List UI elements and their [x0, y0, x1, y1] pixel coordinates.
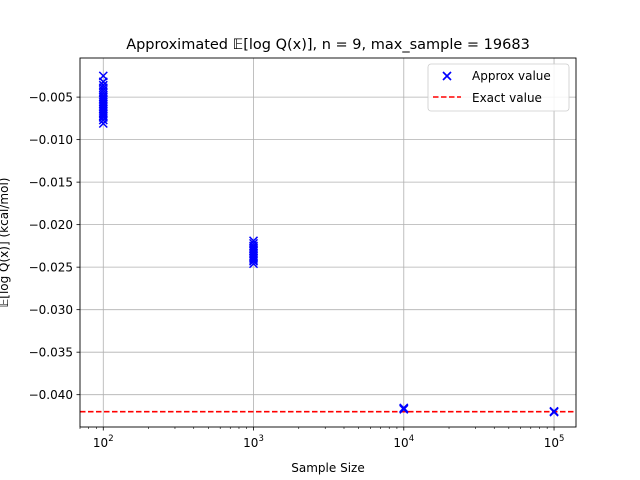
x-tick-label: 104	[393, 434, 414, 450]
legend-approx-label: Approx value	[472, 69, 551, 83]
approx-value-point	[248, 259, 259, 269]
approx-value-point	[98, 111, 108, 121]
grid	[80, 58, 576, 427]
legend-approx-marker	[442, 71, 452, 81]
x-tick-label: 102	[93, 434, 114, 450]
chart-title: Approximated 𝔼[log Q(x)], n = 9, max_sam…	[126, 37, 530, 53]
y-tick-label: −0.010	[29, 133, 73, 147]
approx-value-point	[399, 404, 409, 414]
legend-exact-label: Exact value	[472, 91, 542, 105]
x-axis-label: Sample Size	[291, 461, 364, 475]
approx-value-point	[248, 254, 259, 265]
y-tick-label: −0.005	[29, 90, 73, 104]
approx-value-point	[549, 407, 559, 417]
y-tick-label: −0.040	[29, 388, 73, 402]
y-tick-label: −0.015	[29, 175, 73, 189]
y-axis-ticks: −0.005 −0.010 −0.015 −0.020 −0.025 −0.030 −0.0…	[29, 90, 80, 402]
y-tick-label: −0.020	[29, 218, 73, 232]
y-axis-label: 𝔼[log Q(x)] (kcal/mol)	[0, 178, 11, 308]
x-axis-ticks: 102 103 104 105	[79, 427, 565, 450]
approx-value-point	[248, 256, 259, 266]
x-tick-label: 105	[544, 434, 565, 450]
y-tick-label: −0.025	[29, 260, 73, 274]
plot-frame	[79, 57, 577, 428]
approx-value-point	[98, 118, 108, 129]
y-tick-label: −0.030	[29, 303, 73, 317]
approx-value-series	[98, 71, 559, 417]
approx-value-point	[98, 115, 108, 125]
legend: Approx value Exact value	[427, 63, 570, 112]
legend-box	[427, 63, 570, 112]
y-tick-label: −0.035	[29, 345, 73, 359]
x-tick-label: 103	[243, 434, 264, 450]
